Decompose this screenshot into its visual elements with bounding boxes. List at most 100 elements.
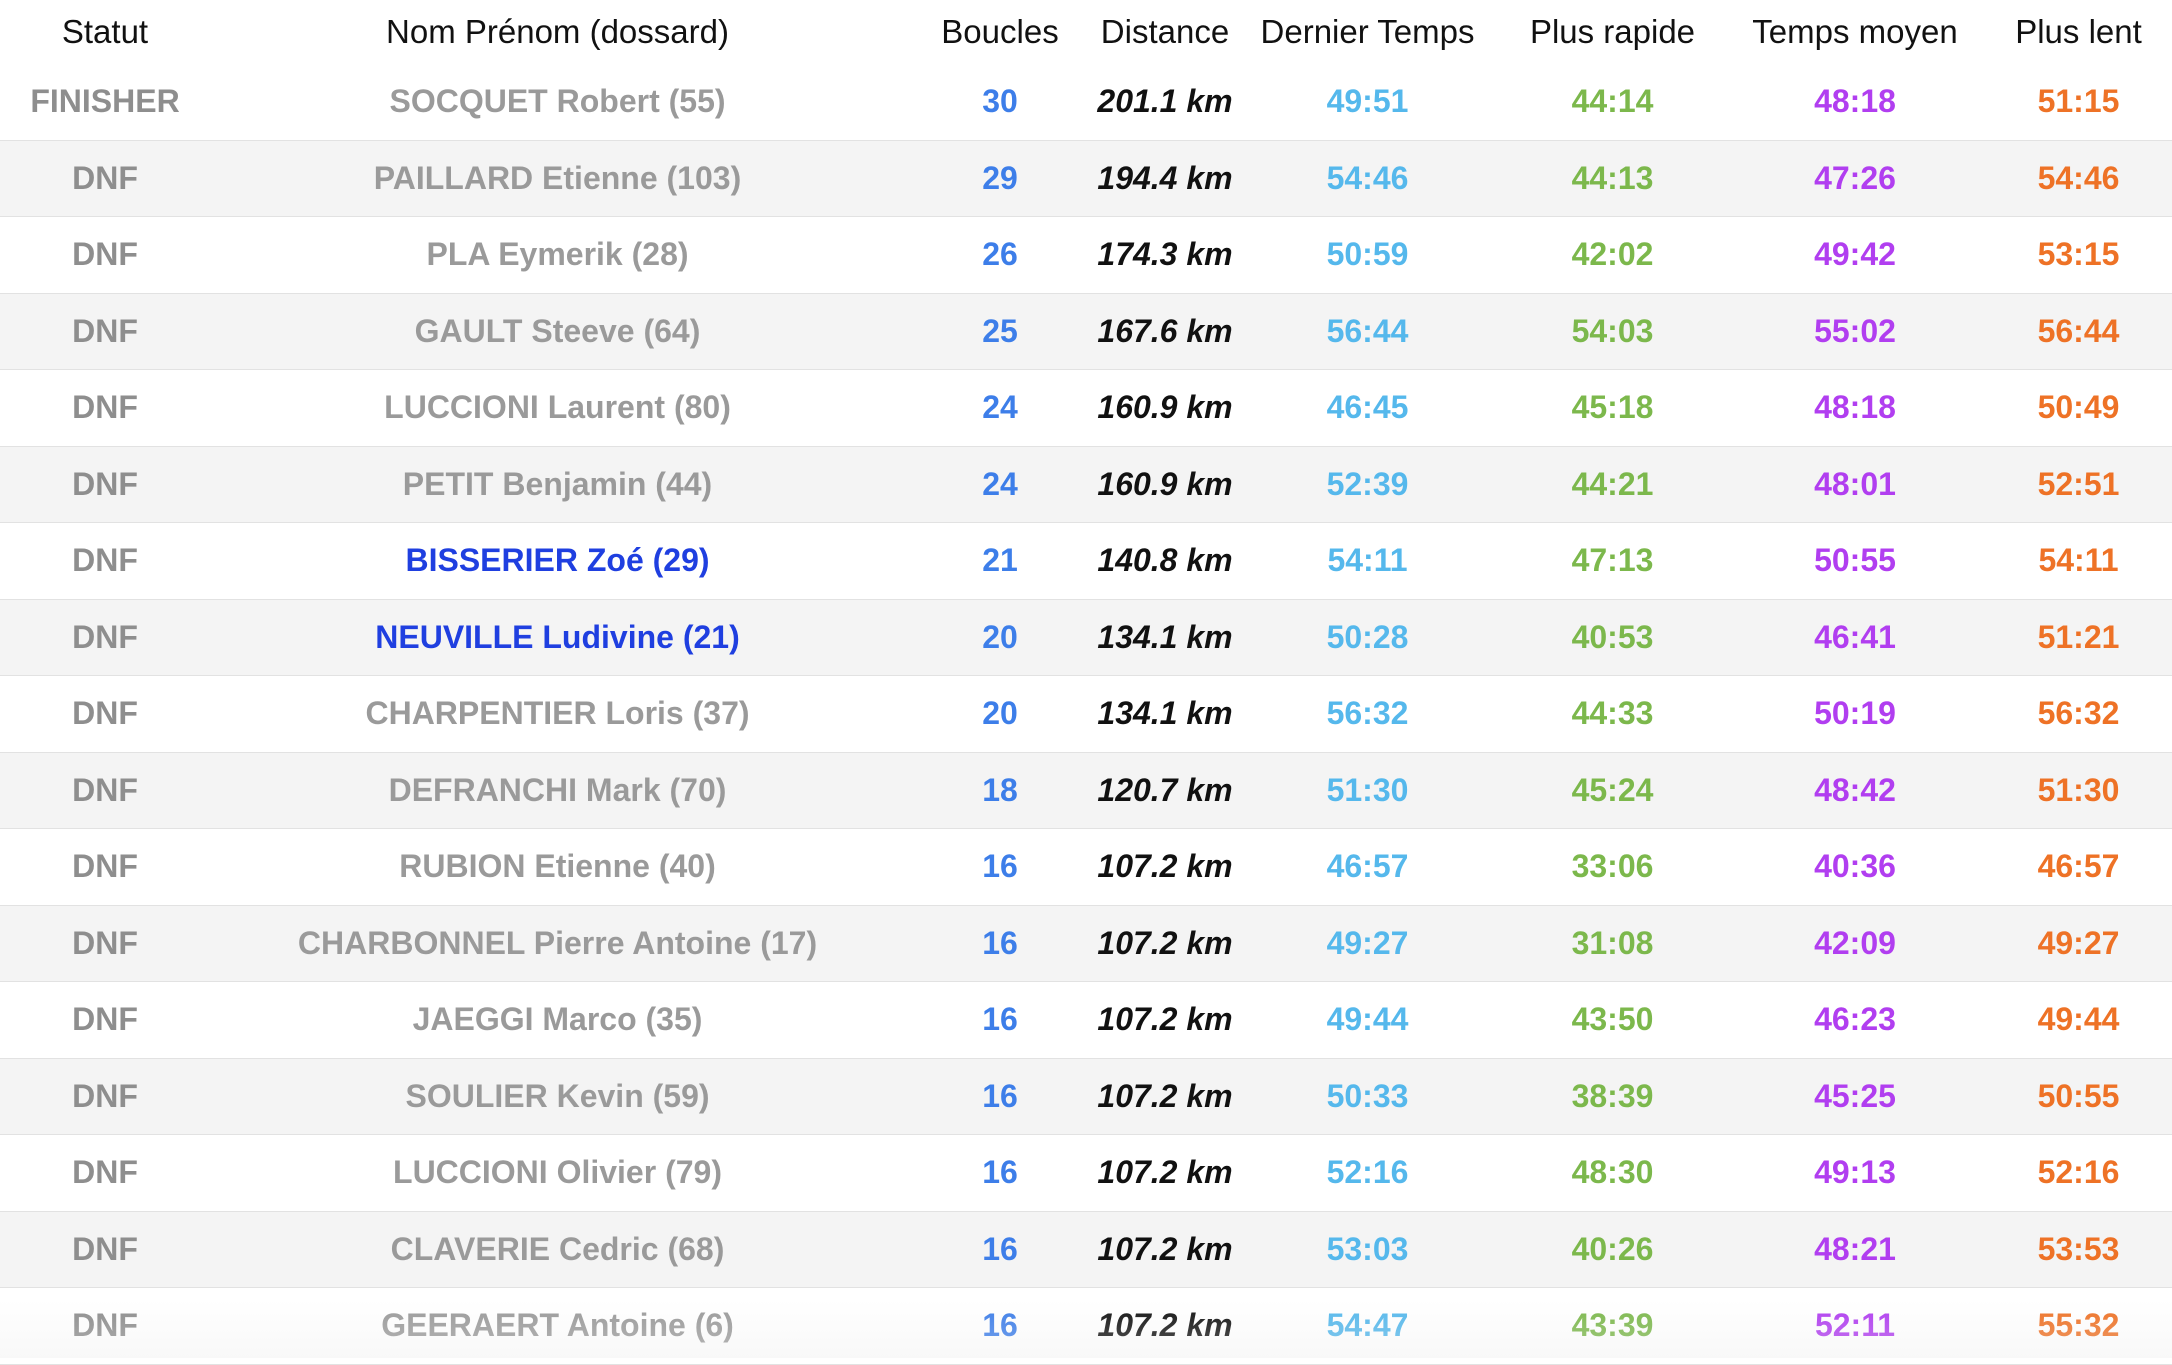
cell-slowest: 54:11 bbox=[1985, 522, 2172, 600]
cell-name: NEUVILLE Ludivine (21) bbox=[210, 599, 905, 676]
cell-status: DNF bbox=[0, 752, 210, 829]
table-row[interactable]: DNF SOULIER Kevin (59) 16 107.2 km 50:33 38:3… bbox=[0, 1058, 2172, 1135]
cell-average: 48:18 bbox=[1725, 64, 1985, 141]
cell-name: JAEGGI Marco (35) bbox=[210, 981, 905, 1059]
cell-slowest: 50:49 bbox=[1985, 369, 2172, 447]
cell-last-time: 49:51 bbox=[1235, 64, 1500, 141]
cell-average: 47:26 bbox=[1725, 140, 1985, 217]
cell-last-time: 51:30 bbox=[1235, 752, 1500, 829]
header-fastest[interactable]: Plus rapide bbox=[1500, 0, 1725, 64]
cell-loops: 18 bbox=[905, 752, 1095, 829]
cell-last-time: 49:44 bbox=[1235, 981, 1500, 1059]
cell-slowest: 56:32 bbox=[1985, 675, 2172, 753]
cell-slowest: 53:53 bbox=[1985, 1211, 2172, 1288]
cell-status: DNF bbox=[0, 905, 210, 982]
cell-name: RUBION Etienne (40) bbox=[210, 828, 905, 906]
cell-fastest: 42:02 bbox=[1500, 216, 1725, 294]
cell-distance: 107.2 km bbox=[1095, 981, 1235, 1059]
cell-average: 55:02 bbox=[1725, 293, 1985, 370]
cell-slowest: 49:27 bbox=[1985, 905, 2172, 982]
table-row[interactable]: DNF CHARBONNEL Pierre Antoine (17) 16 107.2… bbox=[0, 905, 2172, 982]
header-last-time[interactable]: Dernier Temps bbox=[1235, 0, 1500, 64]
cell-slowest: 50:55 bbox=[1985, 1058, 2172, 1135]
cell-name: DEFRANCHI Mark (70) bbox=[210, 752, 905, 829]
cell-fastest: 45:24 bbox=[1500, 752, 1725, 829]
table-row[interactable]: FINISHER SOCQUET Robert (55) 30 201.1 km 49:… bbox=[0, 64, 2172, 141]
header-distance[interactable]: Distance bbox=[1095, 0, 1235, 64]
cell-fastest: 44:13 bbox=[1500, 140, 1725, 217]
cell-status: DNF bbox=[0, 446, 210, 523]
cell-distance: 107.2 km bbox=[1095, 905, 1235, 982]
cell-fastest: 38:39 bbox=[1500, 1058, 1725, 1135]
cell-distance: 107.2 km bbox=[1095, 1211, 1235, 1288]
cell-loops: 29 bbox=[905, 140, 1095, 217]
table-row[interactable]: DNF LUCCIONI Olivier (79) 16 107.2 km 52:16 4… bbox=[0, 1134, 2172, 1212]
cell-distance: 107.2 km bbox=[1095, 1058, 1235, 1135]
table-row[interactable]: DNF PLA Eymerik (28) 26 174.3 km 50:59 42:02 4… bbox=[0, 216, 2172, 294]
cell-distance: 140.8 km bbox=[1095, 522, 1235, 600]
cell-last-time: 54:47 bbox=[1235, 1287, 1500, 1365]
table-row[interactable]: DNF CHARPENTIER Loris (37) 20 134.1 km 56:32… bbox=[0, 675, 2172, 753]
cell-fastest: 40:53 bbox=[1500, 599, 1725, 676]
cell-name: PETIT Benjamin (44) bbox=[210, 446, 905, 523]
table-row[interactable]: DNF DEFRANCHI Mark (70) 18 120.7 km 51:30 45:… bbox=[0, 752, 2172, 829]
header-status[interactable]: Statut bbox=[0, 0, 210, 64]
cell-distance: 174.3 km bbox=[1095, 216, 1235, 294]
cell-name: LUCCIONI Laurent (80) bbox=[210, 369, 905, 447]
cell-status: DNF bbox=[0, 828, 210, 906]
table-row[interactable]: DNF GEERAERT Antoine (6) 16 107.2 km 54:47 43… bbox=[0, 1287, 2172, 1365]
cell-average: 49:13 bbox=[1725, 1134, 1985, 1212]
cell-loops: 24 bbox=[905, 446, 1095, 523]
cell-last-time: 54:46 bbox=[1235, 140, 1500, 217]
table-row[interactable]: DNF RUBION Etienne (40) 16 107.2 km 46:57 33:… bbox=[0, 828, 2172, 906]
cell-loops: 26 bbox=[905, 216, 1095, 294]
cell-fastest: 43:39 bbox=[1500, 1287, 1725, 1365]
header-slowest[interactable]: Plus lent bbox=[1985, 0, 2172, 64]
cell-status: DNF bbox=[0, 140, 210, 217]
cell-fastest: 43:50 bbox=[1500, 981, 1725, 1059]
table-row[interactable]: DNF LUCCIONI Laurent (80) 24 160.9 km 46:45 4… bbox=[0, 369, 2172, 447]
cell-name: GEERAERT Antoine (6) bbox=[210, 1287, 905, 1365]
table-body: FINISHER SOCQUET Robert (55) 30 201.1 km 49:… bbox=[0, 64, 2172, 1365]
table-row[interactable]: DNF BISSERIER Zoé (29) 21 140.8 km 54:11 47:1… bbox=[0, 522, 2172, 600]
cell-fastest: 40:26 bbox=[1500, 1211, 1725, 1288]
table-row[interactable]: DNF JAEGGI Marco (35) 16 107.2 km 49:44 43:50… bbox=[0, 981, 2172, 1059]
cell-status: DNF bbox=[0, 981, 210, 1059]
header-name[interactable]: Nom Prénom (dossard) bbox=[210, 0, 905, 64]
cell-distance: 107.2 km bbox=[1095, 828, 1235, 906]
cell-status: DNF bbox=[0, 675, 210, 753]
table-row[interactable]: DNF PETIT Benjamin (44) 24 160.9 km 52:39 44:… bbox=[0, 446, 2172, 523]
cell-average: 48:21 bbox=[1725, 1211, 1985, 1288]
cell-last-time: 56:32 bbox=[1235, 675, 1500, 753]
cell-average: 46:41 bbox=[1725, 599, 1985, 676]
header-loops[interactable]: Boucles bbox=[905, 0, 1095, 64]
cell-loops: 16 bbox=[905, 905, 1095, 982]
cell-average: 48:18 bbox=[1725, 369, 1985, 447]
table-row[interactable]: DNF NEUVILLE Ludivine (21) 20 134.1 km 50:28… bbox=[0, 599, 2172, 676]
cell-name: SOULIER Kevin (59) bbox=[210, 1058, 905, 1135]
cell-last-time: 49:27 bbox=[1235, 905, 1500, 982]
header-row: Statut Nom Prénom (dossard) Boucles Dist… bbox=[0, 0, 2172, 64]
cell-fastest: 44:33 bbox=[1500, 675, 1725, 753]
table-row[interactable]: DNF CLAVERIE Cedric (68) 16 107.2 km 53:03 40… bbox=[0, 1211, 2172, 1288]
cell-status: DNF bbox=[0, 1287, 210, 1365]
cell-name: CHARBONNEL Pierre Antoine (17) bbox=[210, 905, 905, 982]
cell-fastest: 48:30 bbox=[1500, 1134, 1725, 1212]
cell-distance: 107.2 km bbox=[1095, 1287, 1235, 1365]
cell-fastest: 47:13 bbox=[1500, 522, 1725, 600]
cell-last-time: 53:03 bbox=[1235, 1211, 1500, 1288]
cell-average: 50:55 bbox=[1725, 522, 1985, 600]
cell-loops: 16 bbox=[905, 1058, 1095, 1135]
cell-fastest: 33:06 bbox=[1500, 828, 1725, 906]
table-row[interactable]: DNF GAULT Steeve (64) 25 167.6 km 56:44 54:03… bbox=[0, 293, 2172, 370]
header-average[interactable]: Temps moyen bbox=[1725, 0, 1985, 64]
cell-slowest: 55:32 bbox=[1985, 1287, 2172, 1365]
table-header: Statut Nom Prénom (dossard) Boucles Dist… bbox=[0, 0, 2172, 64]
cell-last-time: 52:16 bbox=[1235, 1134, 1500, 1212]
table-row[interactable]: DNF PAILLARD Etienne (103) 29 194.4 km 54:46… bbox=[0, 140, 2172, 217]
cell-name: CLAVERIE Cedric (68) bbox=[210, 1211, 905, 1288]
cell-average: 42:09 bbox=[1725, 905, 1985, 982]
cell-last-time: 56:44 bbox=[1235, 293, 1500, 370]
cell-status: DNF bbox=[0, 599, 210, 676]
